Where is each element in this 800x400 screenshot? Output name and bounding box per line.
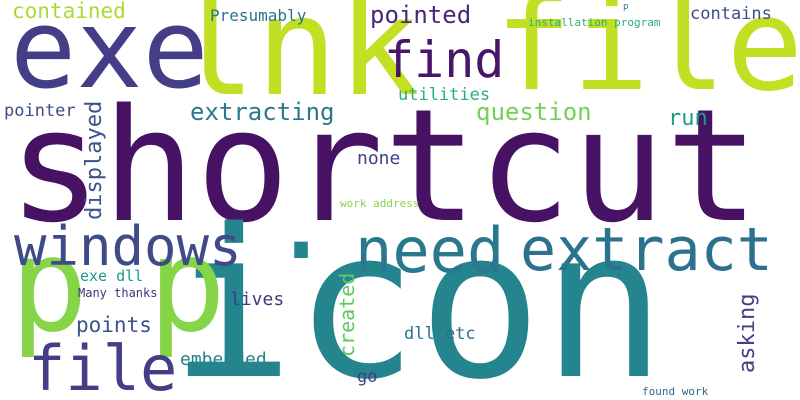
word-p-small: p: [623, 2, 629, 12]
word-lives: lives: [230, 289, 285, 310]
word-go: go: [357, 367, 378, 387]
word-icon: icon: [170, 185, 667, 400]
word-pointer: pointer: [4, 101, 76, 121]
word-points: points: [76, 313, 152, 337]
word-exe: exe: [10, 0, 209, 113]
word-file-bottom: file: [28, 332, 178, 400]
word-windows: windows: [14, 215, 242, 278]
word-work-address: work address: [340, 197, 420, 210]
word-installation-program: installation program: [528, 16, 661, 29]
word-shortcut: shortcut: [8, 75, 760, 257]
word-dll-etc: dll etc: [404, 324, 476, 344]
word-presumably: Presumably: [210, 6, 307, 25]
word-found-work: found work: [642, 385, 709, 398]
word-embedded: embedded: [180, 349, 267, 370]
word-created: created: [335, 272, 359, 357]
word-displayed: displayed: [82, 100, 107, 220]
word-contained: contained: [12, 0, 126, 23]
word-find: find: [384, 31, 505, 89]
word-dot: .: [268, 156, 335, 284]
word-exe-dll: exe dll: [80, 267, 144, 285]
word-p-green: p: [10, 209, 89, 361]
word-utilities: utilities: [398, 85, 491, 105]
word-extract: extract: [520, 215, 773, 285]
word-pointed: pointed: [370, 1, 472, 29]
word-contains: contains: [690, 4, 772, 24]
word-run: run: [668, 106, 708, 131]
word-none: none: [357, 148, 401, 169]
word-file-big: file: [495, 0, 800, 120]
word-many-thanks: Many thanks: [78, 286, 158, 300]
word-extracting: extracting: [190, 98, 335, 126]
word-p-green-2: p: [148, 209, 227, 361]
word-question: question: [476, 98, 592, 126]
word-asking: asking: [735, 293, 760, 373]
word-lnk: lnk: [174, 0, 420, 127]
word-need: need: [355, 214, 505, 287]
